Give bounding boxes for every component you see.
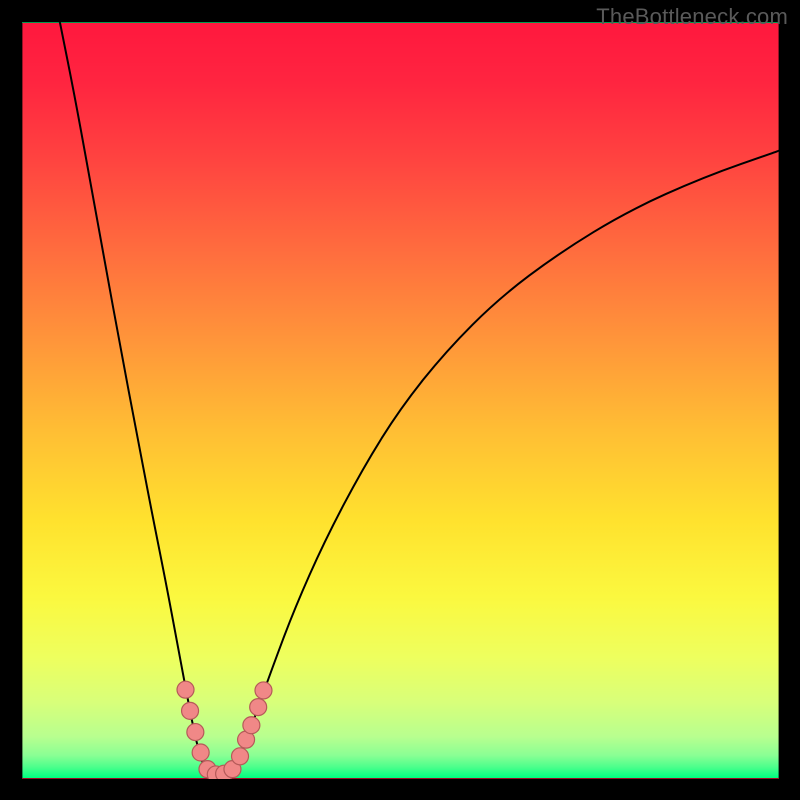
data-marker	[243, 717, 260, 734]
curve-overlay	[22, 22, 779, 779]
data-marker	[232, 748, 249, 765]
data-marker	[250, 699, 267, 716]
bottleneck-curve	[60, 22, 779, 775]
data-marker	[177, 681, 194, 698]
plot-area	[22, 22, 779, 779]
data-marker	[187, 724, 204, 741]
data-marker	[192, 744, 209, 761]
data-marker	[182, 702, 199, 719]
watermark-text: TheBottleneck.com	[596, 4, 788, 30]
chart-container: TheBottleneck.com	[0, 0, 800, 800]
data-marker	[255, 682, 272, 699]
